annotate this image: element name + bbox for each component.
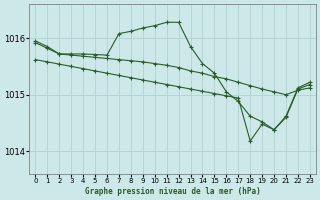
X-axis label: Graphe pression niveau de la mer (hPa): Graphe pression niveau de la mer (hPa) [85, 187, 260, 196]
